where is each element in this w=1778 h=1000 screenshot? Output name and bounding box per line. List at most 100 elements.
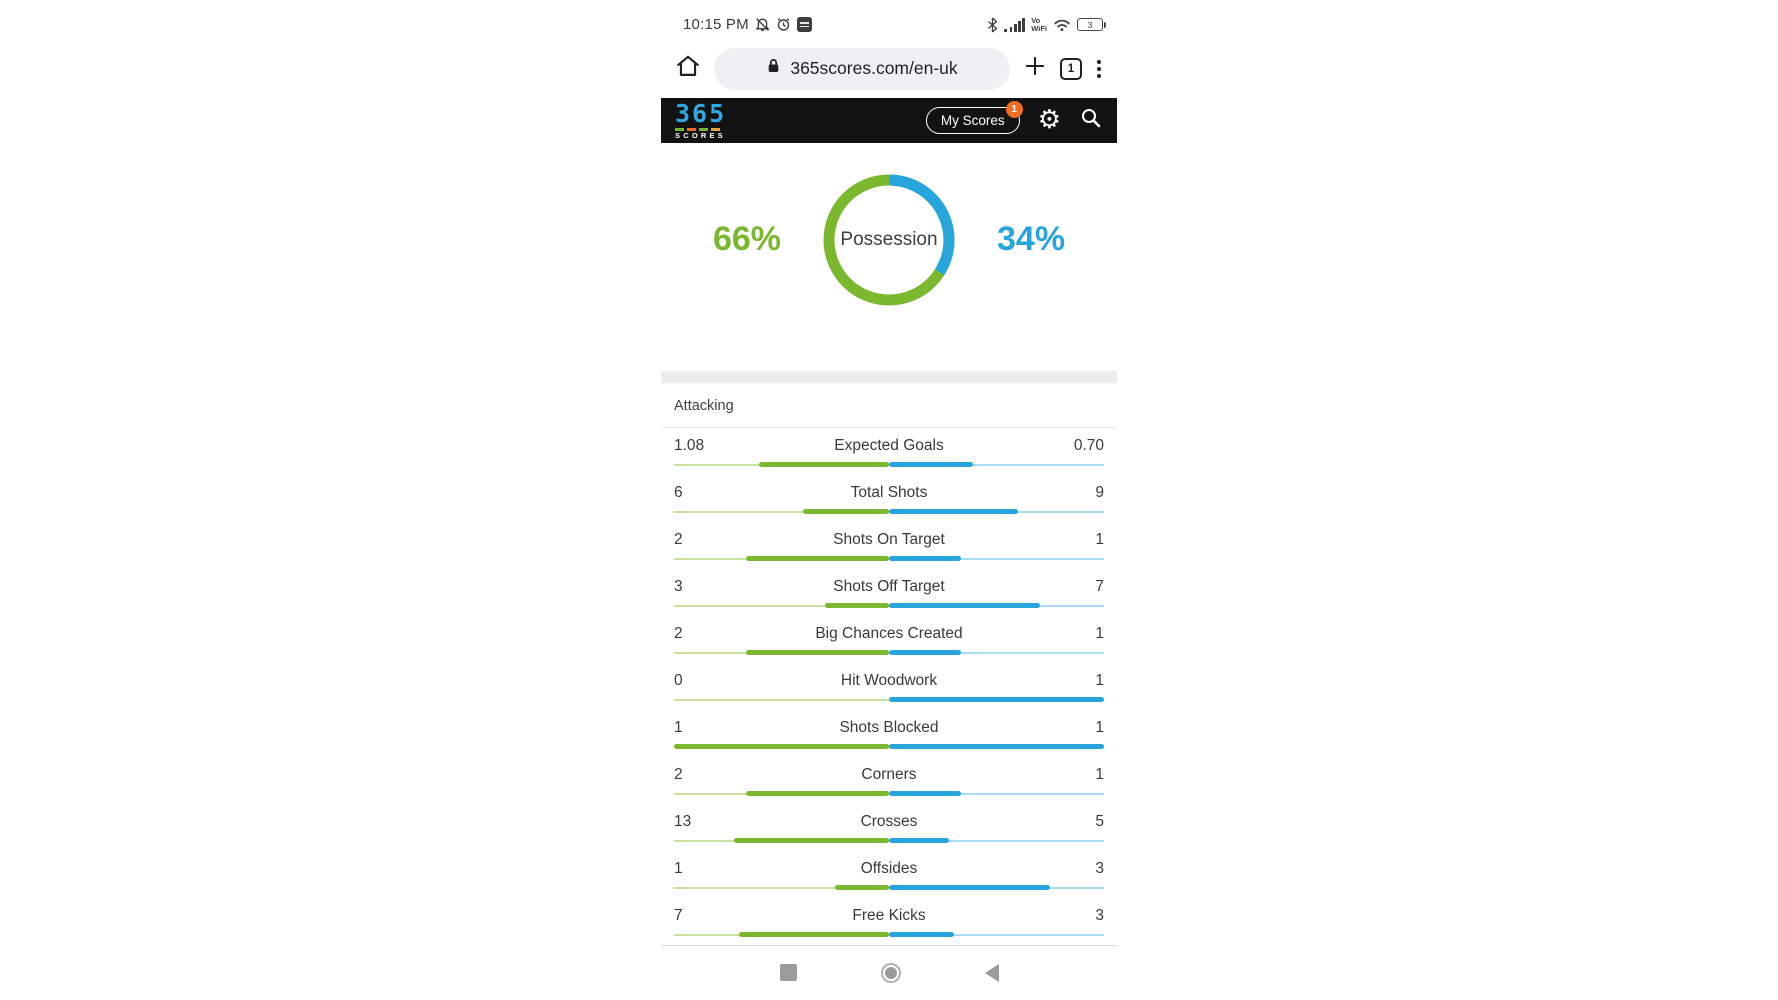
back-icon[interactable] [984, 963, 999, 982]
stat-home-value: 1 [674, 860, 683, 878]
stat-away-value: 7 [1095, 578, 1104, 596]
stat-row[interactable]: 6 Total Shots 9 [661, 475, 1117, 522]
url-text: 365scores.com/en-uk [790, 58, 958, 79]
possession-label: Possession [840, 228, 938, 250]
stat-label: Big Chances Created [815, 625, 963, 643]
browser-menu-icon[interactable] [1095, 58, 1103, 80]
stat-row[interactable]: 1 Shots Blocked 1 [661, 710, 1117, 757]
365scores-logo[interactable]: 365 SCORES [675, 101, 726, 139]
home-bar-fill [745, 790, 889, 797]
stat-row[interactable]: 2 Shots On Target 1 [661, 522, 1117, 569]
stat-label: Shots Off Target [833, 578, 945, 596]
possession-section: 66% Possession 34% [661, 143, 1117, 371]
home-bar-track [674, 604, 889, 607]
home-bar-track [674, 886, 889, 889]
browser-toolbar: 365scores.com/en-uk 1 [661, 40, 1117, 98]
alarm-clock-icon [776, 17, 791, 32]
battery-icon: 3 [1077, 18, 1106, 32]
stat-bar [674, 555, 1104, 562]
away-bar-track [889, 792, 1104, 795]
stat-row[interactable]: 13 Crosses 5 [661, 804, 1117, 851]
recents-icon[interactable] [779, 964, 797, 982]
stat-row[interactable]: 7 Free Kicks 3 [661, 898, 1117, 945]
stats-list: 1.08 Expected Goals 0.70 6 Total Shots 9 [661, 428, 1117, 945]
stat-away-value: 3 [1095, 907, 1104, 925]
stat-away-value: 3 [1095, 860, 1104, 878]
stat-row[interactable]: 3 Shots Off Target 7 [661, 569, 1117, 616]
stat-home-value: 2 [674, 531, 683, 549]
stat-home-value: 2 [674, 766, 683, 784]
home-bar-track [674, 698, 889, 701]
away-bar-track [889, 651, 1104, 654]
app-header: 365 SCORES My Scores 1 ⚙ [661, 97, 1117, 144]
stat-row[interactable]: 1 Offsides 3 [661, 851, 1117, 898]
my-scores-badge: 1 [1005, 100, 1023, 118]
stat-away-value: 1 [1095, 531, 1104, 549]
stat-label: Expected Goals [834, 437, 944, 455]
stat-away-value: 1 [1095, 625, 1104, 643]
home-bar-fill [835, 884, 889, 891]
home-bar-fill [738, 931, 889, 938]
stat-home-value: 2 [674, 625, 683, 643]
away-bar-fill [889, 837, 949, 844]
stat-label: Corners [861, 766, 917, 784]
away-bar-fill [889, 649, 961, 656]
new-tab-icon[interactable] [1023, 54, 1047, 83]
home-bar-fill [758, 461, 889, 468]
stat-home-value: 3 [674, 578, 683, 596]
stat-away-value: 1 [1095, 766, 1104, 784]
away-bar-fill [889, 696, 1104, 703]
stat-label: Free Kicks [852, 907, 926, 925]
settings-gear-icon[interactable]: ⚙ [1037, 105, 1061, 136]
lock-icon [766, 58, 781, 79]
home-bar-fill [803, 508, 889, 515]
stat-label: Shots Blocked [839, 719, 939, 737]
away-bar-fill [889, 743, 1104, 750]
home-bar-fill [674, 743, 889, 750]
stat-row[interactable]: 0 Hit Woodwork 1 [661, 663, 1117, 710]
stat-label: Crosses [860, 813, 918, 831]
stat-away-value: 9 [1095, 484, 1104, 502]
stat-home-value: 6 [674, 484, 683, 502]
stat-row[interactable]: 2 Big Chances Created 1 [661, 616, 1117, 663]
home-bar-fill [745, 649, 889, 656]
home-icon[interactable] [675, 53, 701, 84]
stat-row[interactable]: 1.08 Expected Goals 0.70 [661, 428, 1117, 475]
tab-switcher-button[interactable]: 1 [1060, 57, 1082, 80]
stat-away-value: 0.70 [1073, 437, 1104, 455]
donut-away-arc [823, 174, 955, 306]
stat-home-value: 7 [674, 907, 683, 925]
my-scores-button[interactable]: My Scores 1 [925, 100, 1023, 134]
battery-level: 3 [1087, 19, 1093, 30]
home-bar-fill [745, 555, 889, 562]
stat-row[interactable]: 2 Corners 1 [661, 757, 1117, 804]
logo-365-text: 365 [675, 99, 727, 129]
away-possession-value: 34% [997, 220, 1066, 259]
home-nav-icon[interactable] [880, 962, 901, 983]
bluetooth-icon [987, 17, 998, 33]
stat-away-value: 1 [1095, 719, 1104, 737]
home-bar-fill [824, 602, 889, 609]
away-bar-fill [889, 508, 1018, 515]
screen-record-app-icon [796, 17, 812, 33]
stat-bar [674, 649, 1104, 656]
stat-bar [674, 743, 1104, 750]
mute-bell-icon [755, 17, 770, 32]
stat-home-value: 1 [674, 719, 683, 737]
away-bar-track [889, 933, 1104, 936]
possession-donut-chart: Possession [823, 174, 955, 306]
stat-label: Total Shots [850, 484, 928, 502]
away-bar-track [889, 557, 1104, 560]
away-bar-track [889, 839, 1104, 842]
bottom-divider [661, 944, 1117, 946]
stat-bar [674, 884, 1104, 891]
stat-bar [674, 602, 1104, 609]
phone-screen: 10:15 PM [661, 0, 1117, 1000]
search-icon[interactable] [1079, 106, 1103, 135]
my-scores-label: My Scores [940, 112, 1005, 128]
stat-home-value: 0 [674, 672, 683, 690]
stat-bar [674, 931, 1104, 938]
stat-bar [674, 508, 1104, 515]
away-bar-fill [889, 931, 954, 938]
address-bar[interactable]: 365scores.com/en-uk [714, 47, 1010, 90]
